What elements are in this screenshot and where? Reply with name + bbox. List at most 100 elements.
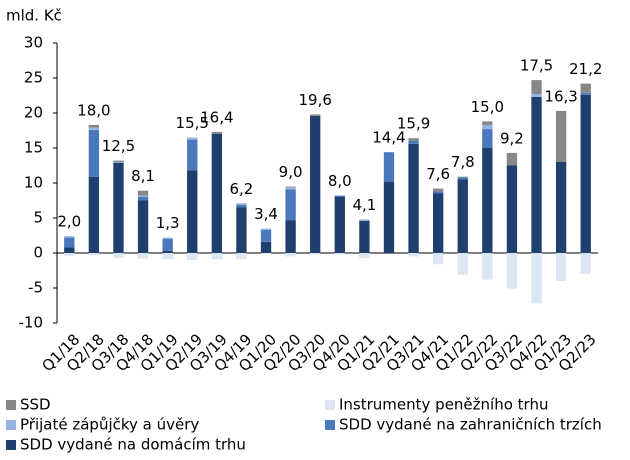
total-label: 19,6 [299, 91, 332, 109]
bar-segment [432, 188, 444, 192]
bar-segment [285, 189, 296, 221]
bar-segment [359, 219, 370, 221]
y-tick-label: 0 [33, 244, 43, 262]
bar-segment [432, 193, 444, 253]
bar-segment [187, 170, 198, 253]
bar-segment [88, 176, 100, 253]
bar-segment [211, 253, 223, 260]
bar-segment [260, 241, 272, 253]
total-label: 8,0 [328, 172, 352, 190]
bar-segment [236, 253, 247, 260]
y-tick-label: 5 [33, 209, 43, 227]
bar-segment [506, 152, 518, 166]
bar-segment [88, 124, 100, 128]
bar-segment [310, 253, 321, 255]
bar-segment [236, 203, 247, 205]
bar-segment [506, 253, 518, 289]
bar-segment [580, 94, 591, 253]
bar-segment [580, 83, 591, 93]
bar-segment [457, 253, 468, 275]
bar-segment [482, 148, 493, 253]
total-label: 15,0 [471, 98, 504, 116]
total-label: 16,4 [200, 108, 233, 126]
total-label: 2,0 [57, 213, 81, 231]
legend-label: SDD vydané na domácím trhu [20, 436, 246, 454]
bar-segment [334, 195, 345, 197]
bar-segment [408, 143, 419, 253]
bar-segment [580, 253, 591, 274]
bar-segment [137, 195, 149, 197]
bar-segment [383, 152, 395, 182]
bar-segment [113, 162, 124, 253]
bar-segment [64, 237, 75, 248]
bar-segment [113, 160, 124, 162]
bar-segment [359, 220, 370, 253]
bar-segment [531, 94, 542, 97]
bar-segment [88, 127, 100, 130]
bar-segment [408, 138, 419, 141]
bar-segment [531, 253, 542, 304]
bar-segment [88, 253, 100, 256]
bar-segment [285, 220, 296, 253]
bar-segment [408, 253, 419, 257]
bar-segment [64, 253, 75, 256]
total-label: 14,4 [372, 129, 405, 147]
bar-segment [334, 253, 345, 255]
bar-segment [285, 186, 296, 188]
bar-segment [211, 131, 223, 134]
total-label: 15,5 [176, 114, 209, 132]
bar-segment [187, 253, 198, 260]
bar-segment [64, 236, 75, 238]
legend-swatch [6, 440, 16, 450]
bar-segment [113, 253, 124, 258]
bar-segment [359, 253, 370, 258]
bar-segment [137, 200, 149, 253]
total-label: 21,2 [569, 60, 602, 78]
bar-segment [211, 134, 223, 253]
y-tick-label: 25 [24, 69, 43, 87]
bar-segment [137, 253, 149, 259]
bar-segment [113, 162, 124, 163]
bar-segment [482, 124, 493, 130]
bar-segment [236, 207, 247, 253]
total-label: 6,2 [230, 180, 254, 198]
legend-label: SDD vydané na zahraničních trzích [339, 416, 602, 434]
bar-segment [482, 253, 493, 280]
legend-swatch [325, 400, 335, 410]
y-tick-label: -10 [19, 314, 44, 332]
bar-segment [408, 141, 419, 144]
total-label: 1,3 [156, 214, 180, 232]
bar-segment [285, 253, 296, 257]
bar-segment [432, 191, 444, 194]
bar-segment [260, 253, 272, 254]
bar-segment [555, 162, 567, 253]
bar-segment [383, 181, 395, 253]
total-label: 7,8 [451, 153, 475, 171]
bar-segment [162, 239, 173, 251]
total-label: 12,5 [102, 137, 135, 155]
total-label: 18,0 [77, 101, 110, 119]
bar-segment [162, 237, 173, 239]
y-tick-label: 30 [24, 34, 43, 52]
bar-segment [162, 250, 173, 253]
bar-segment [457, 176, 468, 178]
bar-segment [457, 177, 468, 180]
total-label: 17,5 [520, 57, 553, 75]
y-tick-label: -5 [28, 279, 43, 297]
bar-segment [137, 190, 149, 196]
bar-segment [432, 253, 444, 265]
bar-segment [555, 253, 567, 281]
bar-segment [260, 228, 272, 230]
bar-segment [187, 139, 198, 171]
y-tick-label: 20 [24, 104, 43, 122]
bar-segment [334, 197, 345, 253]
bar-segment [482, 129, 493, 148]
bar-segment [162, 253, 173, 260]
bar-segment [137, 197, 149, 201]
bar-segment [285, 187, 296, 190]
total-label: 15,9 [397, 115, 430, 133]
total-label: 9,2 [500, 129, 524, 147]
bar-segment [531, 80, 542, 95]
legend-label: Přijaté zápůjčky a úvěry [20, 416, 199, 434]
